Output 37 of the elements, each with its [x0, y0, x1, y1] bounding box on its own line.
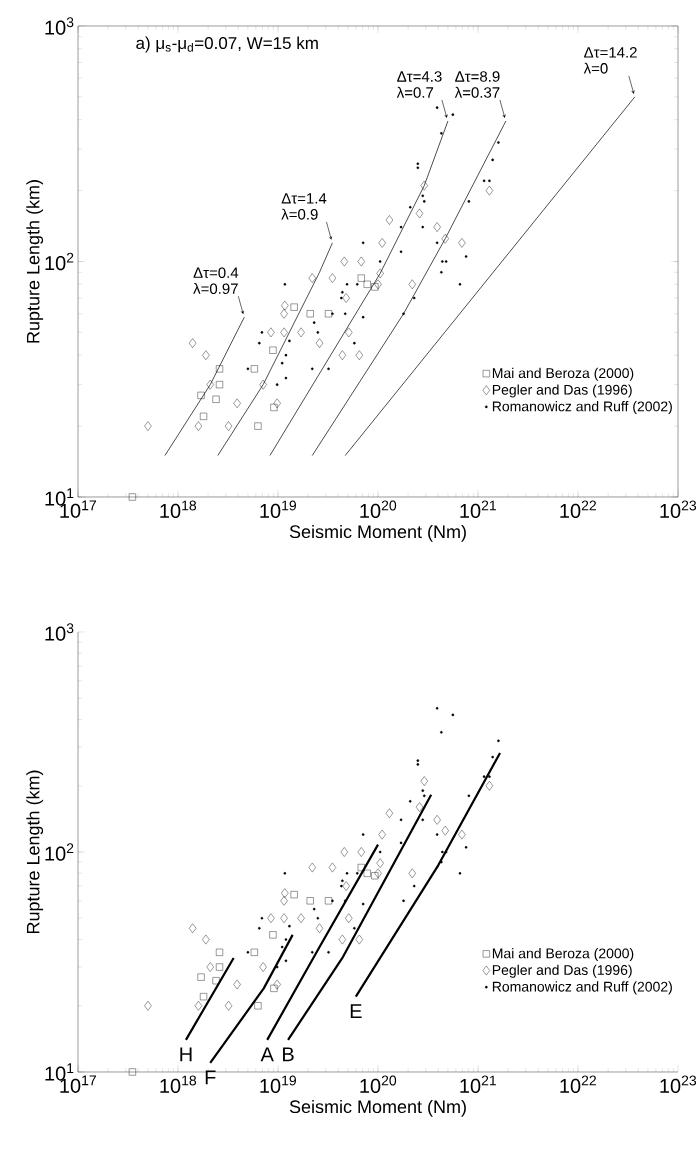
x-tick-label: 10$^{22}$	[560, 1075, 596, 1094]
legend-label: Mai and Beroza (2000)	[492, 948, 634, 962]
series-label: E	[350, 1004, 362, 1018]
x-tick-label: 10$^{20}$	[360, 1075, 396, 1094]
x-tick-label: 10$^{22}$	[560, 500, 596, 519]
annotation: a) μ$_{s}$-μ$_{d}$=0.07, W=15 km	[136, 36, 318, 53]
annotation: Δτ=1.4 λ=0.9	[281, 193, 327, 220]
annotation: Δτ=8.9 λ=0.37	[454, 71, 500, 98]
x-tick-label: 10$^{18}$	[160, 500, 196, 519]
x-tick-label: 10$^{19}$	[260, 500, 296, 519]
x-tick-label: 10$^{21}$	[460, 500, 496, 519]
x-tick-label: 10$^{21}$	[460, 1075, 496, 1094]
x-axis-title: Seismic Moment (Nm)	[289, 524, 466, 542]
annotation: Δτ=14.2 λ=0	[583, 47, 637, 74]
legend-label: Pegler and Das (1996)	[492, 964, 632, 978]
series-label: B	[282, 1047, 294, 1062]
y-axis-title: Rupture Length (km)	[26, 180, 43, 343]
x-tick-label: 10$^{20}$	[360, 500, 396, 519]
x-tick-label: 10$^{18}$	[160, 1075, 196, 1094]
x-tick-label: 10$^{19}$	[260, 1075, 296, 1094]
legend-label: Romanowicz and Ruff (2002)	[492, 401, 672, 415]
annotation: Δτ=0.4 λ=0.97	[192, 267, 238, 294]
y-tick-label: 10$^{2}$	[45, 252, 74, 271]
legend-label: Pegler and Das (1996)	[492, 384, 632, 398]
y-tick-label: 10$^{3}$	[45, 17, 74, 35]
annotation: Δτ=4.3 λ=0.7	[396, 71, 442, 98]
y-axis-title: Rupture Length (km)	[26, 770, 43, 934]
series-label: A	[260, 1047, 274, 1062]
series-label: H	[180, 1047, 192, 1062]
x-tick-label: 10$^{23}$	[660, 500, 696, 519]
series-label: F	[205, 1070, 216, 1085]
x-axis-title: Seismic Moment (Nm)	[289, 1099, 466, 1117]
legend-label: Romanowicz and Ruff (2002)	[492, 981, 672, 995]
legend-label: Mai and Beroza (2000)	[492, 367, 634, 381]
y-tick-label: 10$^{3}$	[45, 623, 74, 641]
x-tick-label: 10$^{23}$	[660, 1075, 696, 1094]
y-tick-label: 10$^{2}$	[45, 843, 74, 861]
